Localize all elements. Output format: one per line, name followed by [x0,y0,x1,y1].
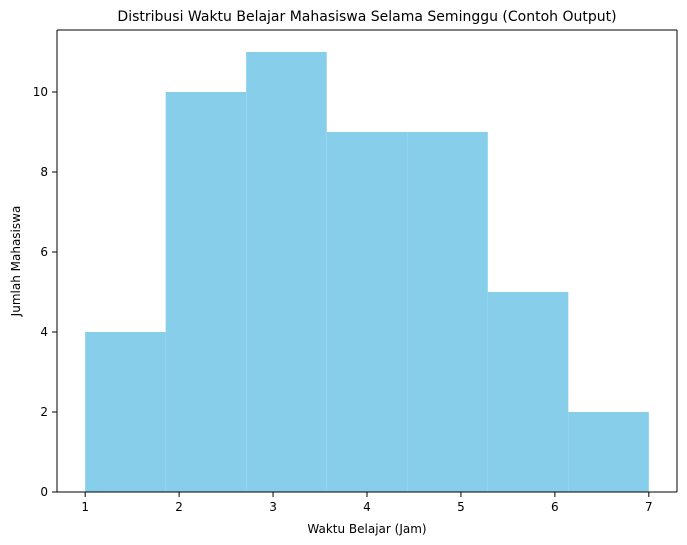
histogram-bar [407,132,488,492]
x-tick-label: 5 [457,500,465,514]
y-axis-label: Jumlah Mahasiswa [9,206,23,318]
histogram-bar [487,292,569,492]
x-tick-label: 4 [363,500,371,514]
y-tick-label: 4 [40,325,48,339]
x-tick-label: 2 [175,500,183,514]
histogram-bar [326,132,408,492]
x-axis-ticks: 1 2 3 4 5 6 7 [81,492,653,514]
y-axis-ticks: 0 2 4 6 8 10 [33,85,57,499]
histogram-bar [246,52,327,492]
x-tick-label: 6 [551,500,559,514]
histogram-bar [165,92,247,492]
x-axis-label: Waktu Belajar (Jam) [307,522,426,536]
x-tick-label: 3 [269,500,277,514]
y-tick-label: 0 [40,485,48,499]
y-tick-label: 10 [33,85,48,99]
histogram-bars [85,52,649,492]
y-tick-label: 2 [40,405,48,419]
y-tick-label: 8 [40,165,48,179]
y-tick-label: 6 [40,245,48,259]
histogram-bar [568,412,649,492]
histogram-bar [85,332,166,492]
chart-title: Distribusi Waktu Belajar Mahasiswa Selam… [117,9,616,25]
x-tick-label: 7 [645,500,653,514]
x-tick-label: 1 [81,500,89,514]
